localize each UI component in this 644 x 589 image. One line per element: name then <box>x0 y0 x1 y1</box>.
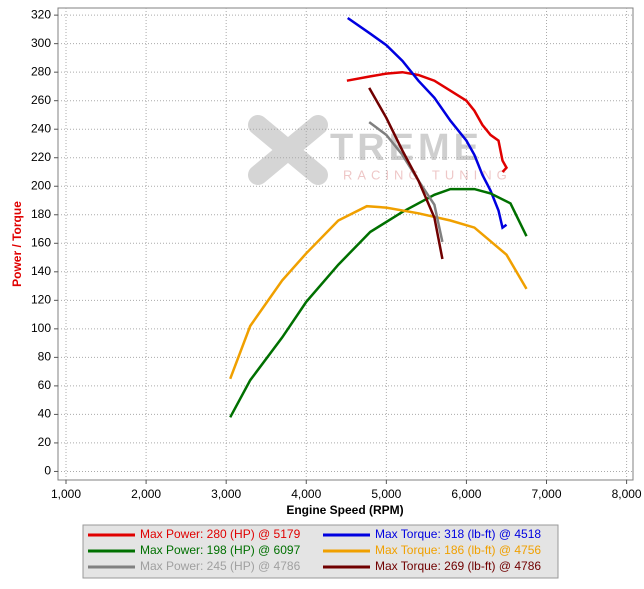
series-line <box>346 16 508 230</box>
y-tick-label: 180 <box>31 207 51 221</box>
y-tick-label: 300 <box>31 36 51 50</box>
x-tick-label: 6,000 <box>451 487 481 501</box>
y-tick-label: 40 <box>38 407 52 421</box>
watermark-text: TREME <box>330 127 483 169</box>
x-tick-label: 8,000 <box>612 487 642 501</box>
y-tick-label: 240 <box>31 121 51 135</box>
watermark-subtext: RACING TUNING <box>343 167 512 182</box>
series-line <box>229 187 528 418</box>
y-tick-label: 200 <box>31 178 51 192</box>
legend <box>82 524 559 579</box>
y-tick-label: 260 <box>31 93 51 107</box>
x-tick-label: 4,000 <box>291 487 321 501</box>
y-tick-label: 160 <box>31 235 51 249</box>
y-tick-label: 280 <box>31 64 51 78</box>
legend-label: Max Power: 280 (HP) @ 5179 <box>140 527 301 541</box>
legend-label: Max Power: 198 (HP) @ 6097 <box>140 543 301 557</box>
series-line <box>229 204 528 380</box>
legend-label: Max Torque: 186 (lb-ft) @ 4756 <box>375 543 541 557</box>
y-tick-label: 120 <box>31 292 51 306</box>
x-tick-label: 5,000 <box>371 487 401 501</box>
series-line <box>346 70 509 173</box>
watermark-logo <box>248 115 328 185</box>
x-tick-label: 1,000 <box>51 487 81 501</box>
legend-label: Max Power: 245 (HP) @ 4786 <box>140 559 301 573</box>
x-tick-label: 7,000 <box>531 487 561 501</box>
legend-label: Max Torque: 318 (lb-ft) @ 4518 <box>375 527 541 541</box>
y-tick-label: 20 <box>38 435 52 449</box>
y-tick-label: 320 <box>31 7 51 21</box>
y-axis-label: Power / Torque <box>10 201 24 287</box>
y-tick-label: 100 <box>31 321 51 335</box>
plot-area <box>57 7 634 481</box>
y-tick-label: 140 <box>31 264 51 278</box>
watermark: TREME RACING TUNING <box>248 115 512 185</box>
x-tick-label: 3,000 <box>211 487 241 501</box>
y-tick-label: 0 <box>44 464 51 478</box>
y-tick-label: 220 <box>31 150 51 164</box>
legend-label: Max Torque: 269 (lb-ft) @ 4786 <box>375 559 541 573</box>
y-tick-label: 60 <box>38 378 52 392</box>
x-axis-label: Engine Speed (RPM) <box>286 503 403 517</box>
y-tick-label: 80 <box>38 350 52 364</box>
series-line <box>368 87 444 260</box>
x-tick-label: 2,000 <box>131 487 161 501</box>
